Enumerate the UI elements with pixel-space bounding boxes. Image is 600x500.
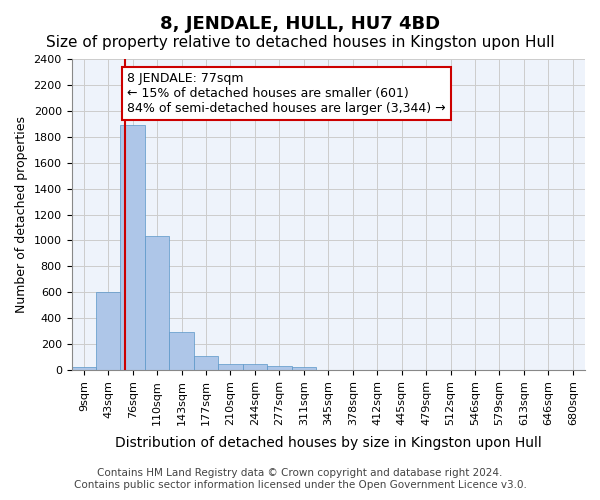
Bar (96, 292, 121, 370)
Bar (169, 332, 194, 370)
X-axis label: Distribution of detached houses by size in Kingston upon Hull: Distribution of detached houses by size … (115, 436, 542, 450)
Bar (218, 364, 242, 370)
Bar (194, 356, 218, 370)
Bar (242, 364, 267, 370)
Bar (145, 236, 169, 370)
Text: Size of property relative to detached houses in Kingston upon Hull: Size of property relative to detached ho… (46, 35, 554, 50)
Y-axis label: Number of detached properties: Number of detached properties (15, 116, 28, 313)
Text: Contains HM Land Registry data © Crown copyright and database right 2024.
Contai: Contains HM Land Registry data © Crown c… (74, 468, 526, 490)
Bar (292, 368, 316, 370)
Text: 8, JENDALE, HULL, HU7 4BD: 8, JENDALE, HULL, HU7 4BD (160, 15, 440, 33)
Text: 8 JENDALE: 77sqm
← 15% of detached houses are smaller (601)
84% of semi-detached: 8 JENDALE: 77sqm ← 15% of detached house… (127, 72, 446, 115)
Bar (121, 125, 145, 370)
Bar (71, 368, 96, 370)
Bar (267, 366, 292, 370)
